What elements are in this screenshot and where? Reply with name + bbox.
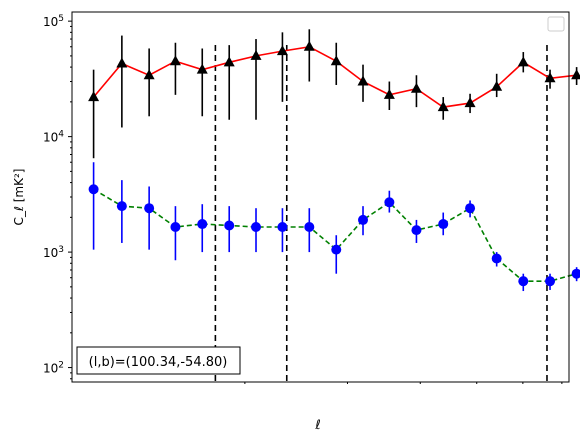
data-point-triangle (517, 56, 529, 67)
data-point-triangle (571, 69, 580, 80)
data-point-circle (331, 244, 342, 255)
data-point-triangle (250, 49, 262, 60)
data-point-triangle (410, 82, 422, 93)
data-point-triangle (437, 101, 449, 112)
annotation-text: (l,b)=(100.34,-54.80) (89, 355, 228, 370)
data-point-triangle (276, 45, 288, 56)
plot-frame (71, 11, 570, 383)
data-point-triangle (491, 80, 503, 91)
data-point-triangle (196, 63, 208, 74)
data-point-circle (116, 201, 127, 212)
data-point-triangle (88, 91, 100, 102)
data-point-circle (384, 197, 395, 208)
data-point-circle (465, 203, 476, 214)
data-point-circle (277, 221, 288, 232)
data-point-circle (224, 220, 235, 231)
y-tick-label: 103 (43, 245, 64, 260)
annotation-box (76, 346, 241, 375)
data-point-circle (170, 221, 181, 232)
data-point-circle (438, 219, 449, 230)
data-point-triangle (223, 56, 235, 67)
data-point-circle (197, 219, 208, 230)
data-point-circle (144, 203, 155, 214)
series-group (88, 29, 580, 292)
data-point-triangle (330, 55, 342, 66)
x-axis-label: ℓ (314, 418, 320, 433)
legend-box (547, 16, 565, 32)
y-axis-label: C_ℓ [mK²] (12, 169, 26, 226)
data-point-triangle (357, 75, 369, 86)
data-point-circle (358, 214, 369, 225)
data-point-triangle (143, 69, 155, 80)
data-point-circle (411, 225, 422, 236)
data-point-triangle (303, 40, 315, 51)
data-point-triangle (544, 72, 556, 83)
data-point-circle (491, 253, 502, 264)
data-point-circle (545, 276, 556, 287)
data-point-circle (518, 276, 529, 287)
data-point-circle (571, 268, 580, 279)
data-point-circle (88, 184, 99, 195)
data-point-triangle (169, 55, 181, 66)
y-tick-label: 105 (43, 14, 64, 29)
vertical-lines (214, 45, 548, 382)
data-point-triangle (116, 57, 128, 68)
data-point-triangle (464, 97, 476, 108)
y-tick-label: 102 (43, 361, 64, 376)
data-point-triangle (383, 88, 395, 99)
axis-ticks: 102103104105103 (43, 14, 563, 384)
data-point-circle (251, 221, 262, 232)
y-tick-label: 104 (43, 130, 64, 145)
data-point-circle (304, 221, 315, 232)
